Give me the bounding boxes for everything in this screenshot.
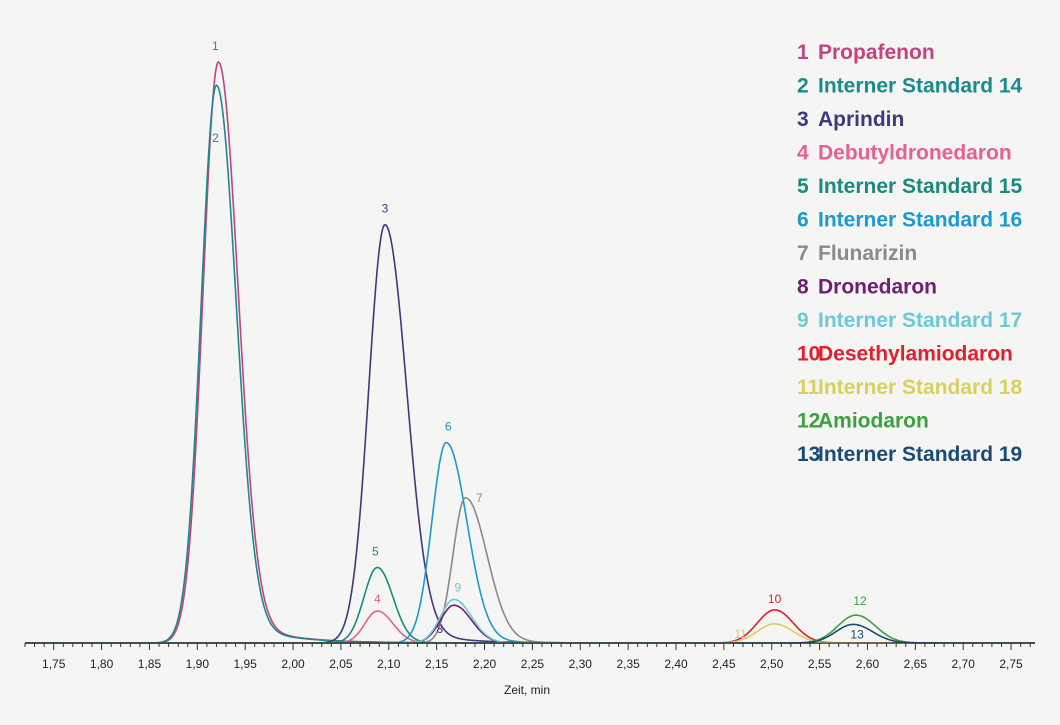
legend-label-8: Dronedaron: [818, 276, 937, 299]
legend-number-5: 5: [797, 175, 809, 198]
legend-number-4: 4: [797, 142, 809, 165]
peak-label-2: 2: [212, 131, 219, 145]
x-tick-label: 2,60: [856, 657, 880, 671]
x-tick-label: 2,35: [616, 657, 640, 671]
x-tick-label: 2,55: [808, 657, 832, 671]
legend-label-3: Aprindin: [818, 108, 904, 131]
x-tick-label: 1,75: [42, 657, 66, 671]
x-ticks: 1,75 1,80 1,85 1,90 1,95 2,00 2,05 2,10 2,15 2,20…: [24, 643, 1031, 671]
peak-label-13: 13: [850, 627, 864, 641]
x-axis: 1,75 1,80 1,85 1,90 1,95 2,00 2,05 2,10 2,15 2,20…: [24, 642, 1035, 671]
legend-number-7: 7: [797, 242, 809, 265]
peak-label-11: 11: [734, 627, 747, 641]
peak-label-10: 10: [768, 592, 782, 606]
legend-number-8: 8: [797, 276, 809, 299]
x-tick-label: 2,40: [664, 657, 688, 671]
x-tick-label: 2,25: [521, 657, 545, 671]
x-tick-label: 2,10: [377, 657, 401, 671]
peak-label-9: 9: [455, 580, 462, 594]
x-tick-label: 1,80: [90, 657, 114, 671]
series-line-9: [25, 598, 1035, 644]
x-tick-label: 2,65: [904, 657, 928, 671]
legend-label-1: Propafenon: [818, 41, 935, 64]
x-tick-label: 2,05: [329, 657, 353, 671]
legend-number-3: 3: [797, 108, 809, 131]
legend-number-1: 1: [797, 41, 809, 64]
x-tick-label: 2,75: [999, 657, 1023, 671]
x-tick-label: 1,85: [138, 657, 162, 671]
x-tick-label: 2,70: [952, 657, 976, 671]
x-tick-label: 2,15: [425, 657, 449, 671]
legend-label-6: Interner Standard 16: [818, 209, 1022, 232]
legend-label-10: Desethylamiodaron: [818, 343, 1013, 366]
legend-label-12: Amiodaron: [818, 410, 929, 433]
x-tick-label: 2,00: [281, 657, 305, 671]
peak-label-4: 4: [374, 592, 381, 606]
x-tick-label: 2,45: [712, 657, 736, 671]
peak-label-8: 8: [437, 622, 444, 636]
peak-label-6: 6: [445, 420, 452, 434]
legend: 1 Propafenon 2 Interner Standard 14 3 Aprindi…: [797, 41, 1023, 466]
x-tick-label: 2,50: [760, 657, 784, 671]
series-line-7: [25, 496, 1035, 644]
legend-number-9: 9: [797, 309, 809, 332]
x-tick-label: 2,20: [473, 657, 497, 671]
legend-label-9: Interner Standard 17: [818, 309, 1022, 332]
legend-number-2: 2: [797, 75, 809, 98]
series-line-6: [25, 441, 1035, 644]
series-line-5: [25, 566, 1035, 644]
legend-number-11: 11: [797, 376, 820, 399]
legend-label-5: Interner Standard 15: [818, 175, 1023, 198]
legend-label-4: Debutyldronedaron: [818, 142, 1012, 165]
peak-label-12: 12: [853, 594, 867, 608]
peak-label-1: 1: [212, 39, 219, 53]
legend-number-10: 10: [797, 343, 820, 366]
peak-label-3: 3: [382, 202, 389, 216]
legend-label-7: Flunarizin: [818, 242, 917, 265]
legend-number-13: 13: [797, 443, 820, 466]
legend-number-12: 12: [797, 410, 820, 433]
peak-label-7: 7: [476, 491, 483, 505]
legend-label-11: Interner Standard 18: [818, 376, 1023, 399]
legend-label-2: Interner Standard 14: [818, 75, 1023, 98]
x-tick-label: 2,30: [569, 657, 593, 671]
legend-number-6: 6: [797, 209, 809, 232]
x-axis-title: Zeit, min: [504, 683, 550, 697]
legend-label-13: Interner Standard 19: [818, 443, 1022, 466]
peak-label-5: 5: [372, 544, 379, 558]
x-tick-label: 1,95: [234, 657, 258, 671]
x-tick-label: 1,90: [186, 657, 210, 671]
